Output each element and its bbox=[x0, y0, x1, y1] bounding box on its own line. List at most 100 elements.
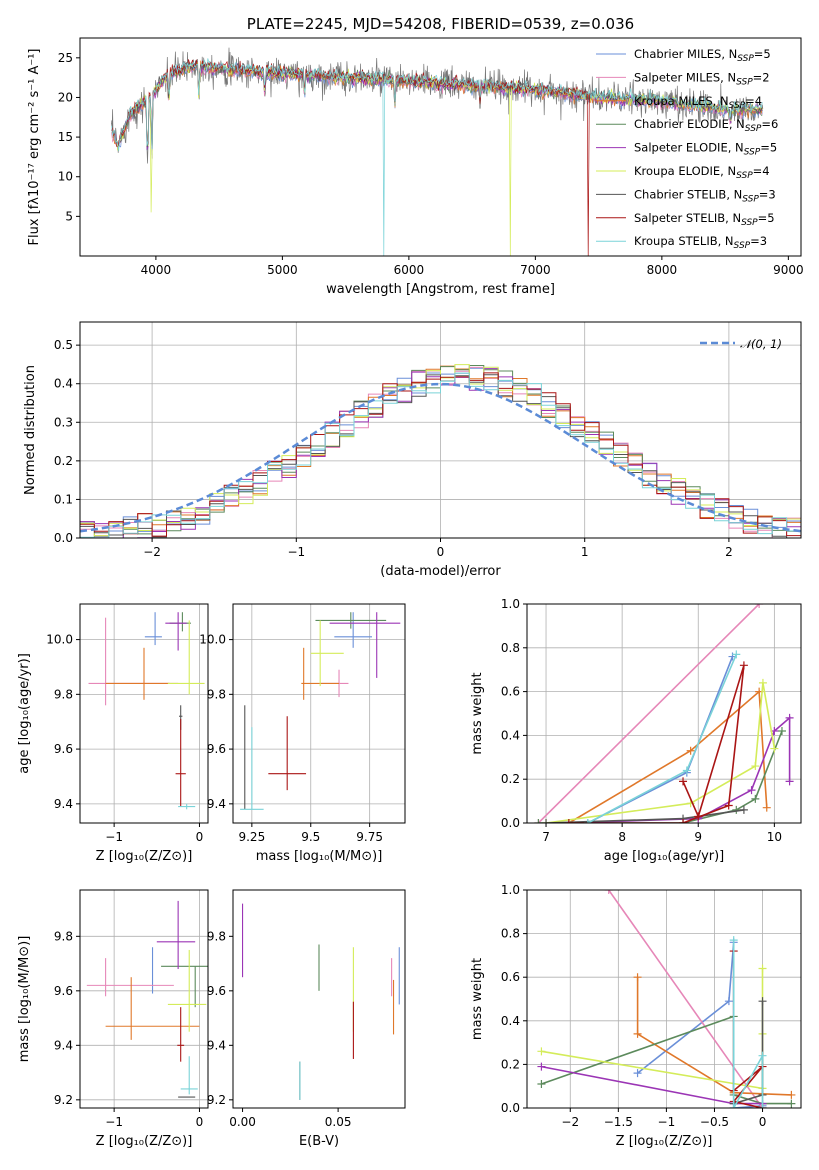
legend-label-text: Chabrier STELIB, N bbox=[634, 187, 742, 201]
y-tick-label: 0.3 bbox=[54, 415, 73, 429]
weight-lines bbox=[537, 890, 796, 1108]
plot-area bbox=[233, 604, 405, 823]
x-tick-label: 5000 bbox=[267, 263, 298, 277]
x-axis-label: Z [log₁₀(Z/Z⊙)] bbox=[96, 849, 193, 864]
marker-salpeter-stelib bbox=[694, 812, 703, 821]
y-tick-label: 9.4 bbox=[207, 1038, 226, 1052]
model-chabrier-stelib bbox=[111, 60, 763, 148]
marker-salpeter-elodie bbox=[785, 777, 794, 786]
legend-label-text: Kroupa MILES, N bbox=[634, 94, 729, 108]
x-tick-label: −1.5 bbox=[604, 1115, 633, 1129]
legend-label-value: =3 bbox=[750, 234, 767, 248]
y-tick-label: 9.8 bbox=[207, 687, 226, 701]
marker-salpeter-miles bbox=[755, 604, 764, 608]
legend-label-subscript: SSP bbox=[734, 241, 751, 251]
marker-kroupa-stelib bbox=[682, 766, 691, 775]
legend-label-subscript: SSP bbox=[736, 171, 753, 181]
legend-label-subscript: SSP bbox=[737, 54, 754, 64]
y-tick-label: 20 bbox=[58, 90, 73, 104]
marker-kroupa-stelib bbox=[729, 1104, 738, 1108]
series-salpeter-miles bbox=[608, 890, 764, 1108]
plot-area bbox=[527, 890, 801, 1108]
y-tick-label: 0.2 bbox=[501, 1057, 520, 1071]
chart-title: PLATE=2245, MJD=54208, FIBERID=0539, z=0… bbox=[247, 15, 634, 33]
marker-chabrier-stelib bbox=[758, 997, 767, 1006]
marker-kroupa-miles bbox=[787, 1090, 796, 1099]
x-tick-label: 9.75 bbox=[356, 830, 383, 844]
marker-salpeter-stelib bbox=[739, 661, 748, 670]
axes-frame bbox=[526, 889, 802, 1109]
marker-chabrier-miles bbox=[633, 1069, 642, 1078]
y-tick-label: 9.6 bbox=[54, 984, 73, 998]
plot-area bbox=[80, 890, 208, 1108]
x-tick-label: −1 bbox=[287, 545, 305, 559]
model-kroupa-elodie bbox=[111, 61, 763, 256]
panel-age_vs_Z: −1 0 9.4 9.6 9.8 10.0 Z [log₁₀(Z/Z⊙)] age [log₁… bbox=[17, 603, 209, 864]
marker-chabrier-elodie bbox=[777, 727, 786, 736]
legend-label-text: Chabrier ELODIE, N bbox=[634, 117, 745, 131]
marker-kroupa-stelib bbox=[729, 936, 738, 945]
axes-frame bbox=[232, 603, 406, 824]
y-tick-label: 0.4 bbox=[501, 1014, 520, 1028]
x-tick-label: 4000 bbox=[141, 263, 172, 277]
gridlines bbox=[80, 890, 208, 1108]
legend-label-subscript: SSP bbox=[741, 218, 758, 228]
series-kroupa-stelib bbox=[732, 940, 764, 1108]
axes-frame bbox=[79, 889, 209, 1109]
marker-chabrier-miles bbox=[724, 997, 733, 1006]
y-tick-label: 0.2 bbox=[501, 772, 520, 786]
marker-kroupa-stelib bbox=[758, 1051, 767, 1060]
y-tick-label: 1.0 bbox=[501, 883, 520, 897]
legend-label-subscript: SSP bbox=[744, 148, 761, 158]
x-tick-label: 8 bbox=[618, 830, 626, 844]
legend-label-kroupa-elodie: Kroupa ELODIE, NSSP=4 bbox=[634, 164, 770, 181]
legend-label-text: Salpeter STELIB, N bbox=[634, 211, 741, 225]
y-tick-label: 9.4 bbox=[54, 797, 73, 811]
weight-lines bbox=[534, 604, 794, 823]
y-tick-label: 0.6 bbox=[501, 685, 520, 699]
panel-age_vs_mass: 9.25 9.5 9.75 9.4 9.6 9.8 10.0 mass [log₁₀(M/M⊙… bbox=[199, 603, 406, 864]
y-tick-label: 5 bbox=[65, 209, 73, 223]
legend-label-value: =6 bbox=[761, 117, 778, 131]
y-tick-label: 0.4 bbox=[54, 377, 73, 391]
histogram-kroupa-elodie bbox=[80, 364, 801, 537]
marker-kroupa-stelib bbox=[583, 819, 592, 823]
y-tick-label: 10.0 bbox=[46, 633, 73, 647]
legend-label-value: =4 bbox=[753, 164, 770, 178]
x-tick-label: −1 bbox=[105, 1115, 123, 1129]
legend-label-value: =3 bbox=[759, 187, 776, 201]
y-tick-label: 0.5 bbox=[54, 338, 73, 352]
panel-residuals: −2 −1 0 1 2 0.0 0.1 0.2 0.3 0.4 0.5 (data-model)/er… bbox=[23, 321, 802, 579]
x-tick-label: 8000 bbox=[647, 263, 678, 277]
marker-salpeter-elodie bbox=[785, 713, 794, 722]
y-tick-label: 0.2 bbox=[54, 454, 73, 468]
x-tick-label: 10 bbox=[767, 830, 782, 844]
x-tick-label: 2 bbox=[725, 545, 733, 559]
legend-label-kroupa-miles: Kroupa MILES, NSSP=4 bbox=[634, 94, 762, 111]
y-tick-label: 0.4 bbox=[501, 728, 520, 742]
marker-chabrier-elodie bbox=[787, 1099, 796, 1108]
plot-area bbox=[527, 604, 801, 823]
error-bars bbox=[88, 612, 205, 810]
y-tick-label: 9.8 bbox=[54, 687, 73, 701]
marker-salpeter-stelib bbox=[724, 801, 733, 810]
legend-label-subscript: SSP bbox=[729, 101, 746, 111]
x-tick-label: 0 bbox=[759, 1115, 767, 1129]
plot-area bbox=[242, 903, 400, 1100]
error-bars bbox=[240, 612, 401, 810]
error-bars bbox=[86, 900, 208, 1098]
axes-frame bbox=[232, 889, 406, 1109]
legend-label-subscript: SSP bbox=[742, 194, 759, 204]
series-kroupa-miles bbox=[568, 689, 768, 823]
marker-salpeter-stelib bbox=[679, 819, 688, 823]
panel-weight_vs_Z: −2 −1.5 −1 −0.5 0 0.0 0.2 0.4 0.6 0.8 1.0 Z [log₁₀(… bbox=[470, 883, 802, 1149]
x-tick-label: −2 bbox=[143, 545, 161, 559]
y-tick-label: 9.6 bbox=[207, 984, 226, 998]
marker-salpeter-elodie bbox=[747, 786, 756, 795]
plot-area bbox=[80, 604, 208, 823]
x-axis-label: mass [log₁₀(M/M⊙)] bbox=[256, 849, 383, 864]
y-tick-label: 9.2 bbox=[54, 1093, 73, 1107]
series-salpeter-elodie bbox=[568, 716, 791, 823]
